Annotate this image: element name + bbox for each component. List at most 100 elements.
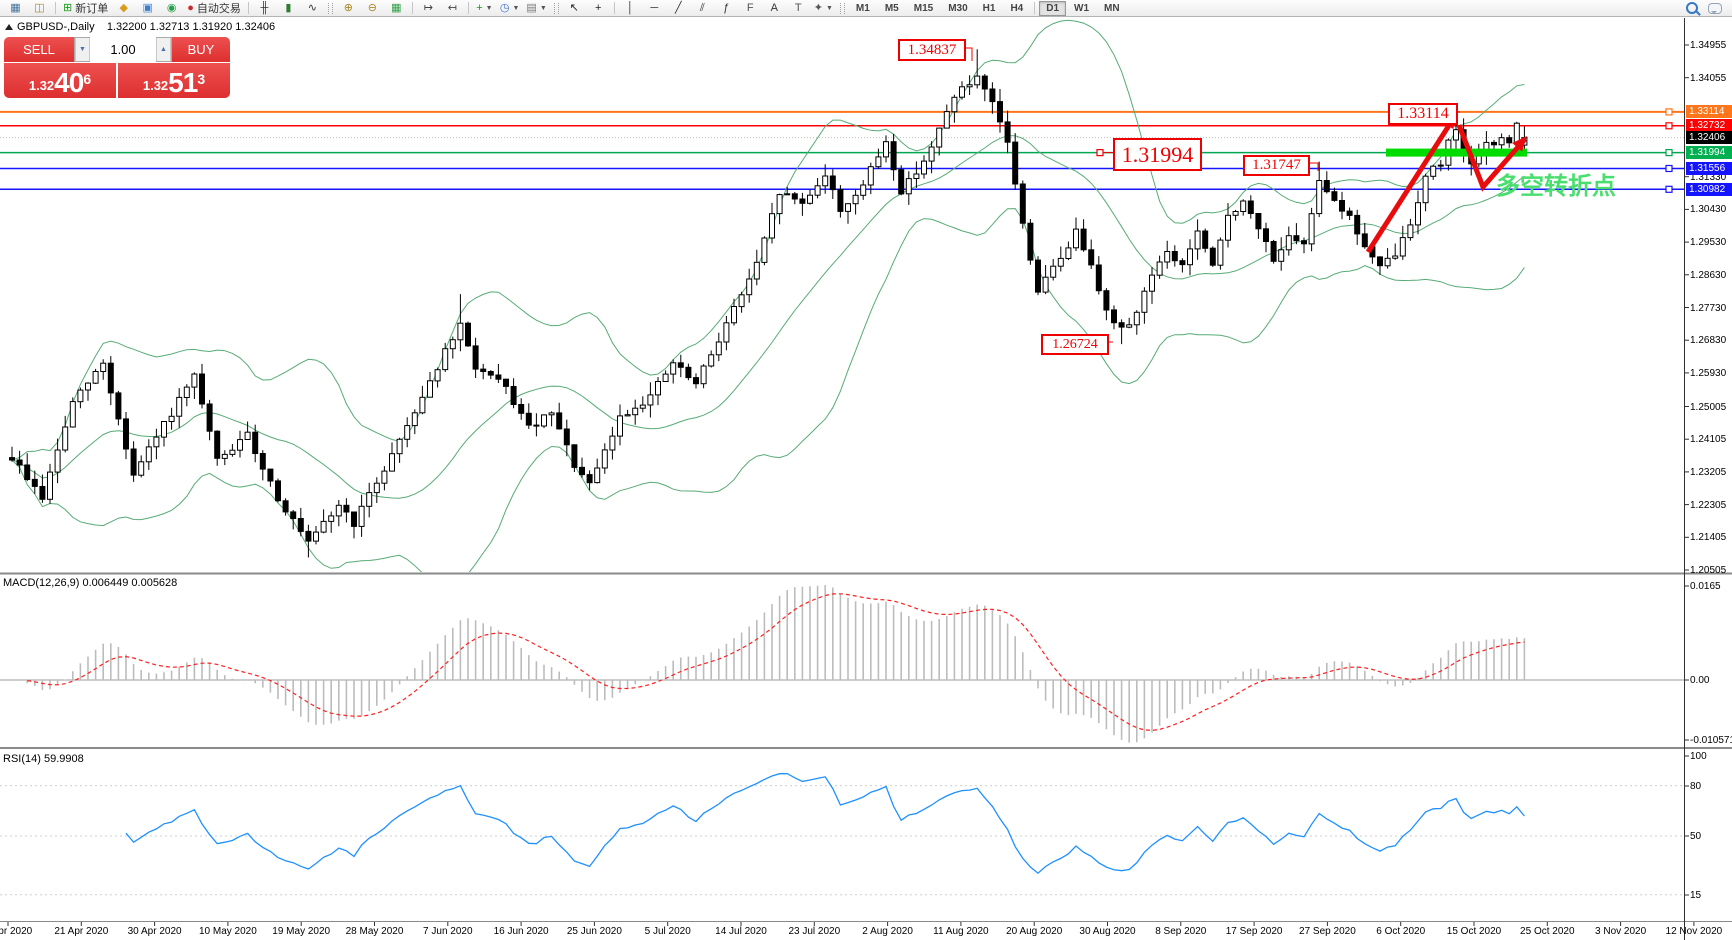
volume-decrease-button[interactable]: ▼ [75, 38, 90, 61]
terminal-icon[interactable]: ▣ [136, 0, 159, 17]
price-tick-label: 1.24105 [1690, 434, 1727, 446]
text-icon[interactable]: A [763, 0, 786, 17]
toolbar-separator [613, 2, 615, 14]
timeframe-m1-button[interactable]: M1 [855, 2, 870, 14]
indicators-icon[interactable]: + ▼ [473, 0, 496, 17]
sell-button[interactable]: SELL [4, 37, 74, 62]
timeframe-mn-button[interactable]: MN [1104, 2, 1120, 14]
periods-dropdown-icon[interactable]: ▼ [512, 4, 520, 12]
date-label: 2 Aug 2020 [862, 926, 913, 937]
sell-price-prefix: 1.32 [28, 78, 55, 93]
toolbar-separator [247, 2, 249, 14]
metaeditor-icon[interactable]: ◆ [112, 0, 135, 17]
indicators-icon: + [476, 1, 483, 14]
price-annotation-label[interactable]: 1.31994 [1113, 138, 1202, 171]
autotrading-label: 自动交易 [196, 3, 241, 15]
volume-input[interactable] [90, 37, 156, 62]
date-label: 21 Apr 2020 [54, 926, 109, 937]
timeframe-h4-button[interactable]: H4 [1010, 2, 1024, 14]
rsi-tick-label: 50 [1690, 831, 1702, 842]
chat-icon[interactable] [1708, 2, 1722, 14]
candlestick-chart-icon[interactable]: ▮ [277, 0, 300, 17]
rsi-tick-label: 100 [1690, 751, 1707, 762]
autotrading-button[interactable]: ● 自动交易 [184, 0, 244, 17]
line-chart-icon[interactable]: ∿ [301, 0, 324, 17]
price-tick-label: 1.25930 [1690, 367, 1727, 379]
price-line-value-box: 1.31994 [1686, 146, 1732, 160]
macd-label: MACD(12,26,9) 0.006449 0.005628 [3, 577, 178, 589]
indicators-dropdown-icon[interactable]: ▼ [485, 4, 493, 12]
date-label: 17 Sep 2020 [1225, 926, 1283, 937]
profiles-icon[interactable]: ◫ [28, 0, 51, 17]
buy-price-sup: 3 [197, 71, 206, 87]
signals-icon[interactable]: ◉ [160, 0, 183, 17]
zoom-out-icon[interactable]: ⊖ [361, 0, 384, 17]
price-annotation-label[interactable]: 1.31747 [1243, 155, 1310, 176]
arrows-icon[interactable]: ✦ ▼ [811, 0, 836, 17]
price-tick-label: 1.27730 [1690, 302, 1727, 314]
sell-price-big: 40 [54, 67, 84, 98]
vertical-line-icon[interactable]: │ [619, 0, 642, 17]
date-label: 12 Nov 2020 [1665, 926, 1723, 937]
buy-button[interactable]: BUY [172, 37, 230, 62]
price-annotation-label[interactable]: 1.34837 [898, 39, 966, 61]
timeframe-d1-button[interactable]: D1 [1039, 0, 1067, 16]
candlesticks [9, 49, 1528, 558]
templates-icon[interactable]: ▤ ▼ [523, 0, 549, 17]
search-icon[interactable] [1686, 2, 1698, 14]
price-annotation-label[interactable]: 1.26724 [1041, 334, 1109, 355]
arrows-dropdown-icon[interactable]: ▼ [825, 4, 833, 12]
cursor-icon: ↖ [569, 1, 579, 14]
price-tick-label: 1.20505 [1690, 565, 1727, 576]
timeframe-m5-button[interactable]: M5 [884, 2, 899, 14]
profiles-icon: ◫ [34, 1, 45, 14]
rsi-tick-label: 80 [1690, 781, 1702, 792]
support-zone-band [1386, 148, 1527, 157]
sell-price-display[interactable]: 1.32 40 6 [4, 63, 116, 98]
bar-chart-icon[interactable]: ╫ [253, 0, 276, 17]
text-label-icon[interactable]: T [787, 0, 810, 17]
crosshair-icon[interactable]: + [587, 0, 610, 17]
date-label: 27 Sep 2020 [1299, 926, 1356, 937]
auto-scroll-icon: ↦ [423, 1, 433, 14]
chart-title-text: GBPUSD-,Daily 1.32200 1.32713 1.31920 1.… [17, 21, 276, 33]
new-order-icon: ⊞ [63, 1, 73, 14]
vertical-line-icon: │ [626, 1, 634, 14]
horizontal-line-icon[interactable]: ─ [643, 0, 666, 17]
timeframe-m30-button[interactable]: M30 [948, 2, 968, 14]
tile-windows-icon[interactable]: ▦ [385, 0, 408, 17]
toolbar-separator [411, 2, 413, 14]
autotrading-icon: ● [187, 1, 194, 14]
tile-windows-icon: ▦ [391, 1, 402, 14]
date-label: 6 Oct 2020 [1376, 926, 1426, 937]
equidistant-channel-icon[interactable]: ⫽ [691, 0, 714, 17]
macd-tick-label: 0.0165 [1690, 581, 1721, 592]
price-annotation-label[interactable]: 1.33114 [1388, 103, 1458, 125]
fibo-expansion-icon[interactable]: F [739, 0, 762, 17]
date-label: 15 Oct 2020 [1446, 926, 1502, 937]
timeframe-w1-button[interactable]: W1 [1074, 2, 1090, 14]
trendline-icon[interactable]: ╱ [667, 0, 690, 17]
timeframe-m15-button[interactable]: M15 [913, 2, 934, 14]
timeframe-h1-button[interactable]: H1 [982, 2, 996, 14]
buy-price-big: 51 [168, 67, 198, 98]
cursor-icon[interactable]: ↖ [563, 0, 586, 17]
arrows-icon: ✦ [813, 1, 823, 14]
periods-icon[interactable]: ◷ ▼ [497, 0, 523, 17]
chart-shift-icon: ↤ [447, 1, 457, 14]
trendline-icon: ╱ [674, 1, 682, 14]
fibonacci-icon[interactable]: ƒ [715, 0, 738, 17]
volume-increase-button[interactable]: ▲ [156, 38, 171, 61]
chart-shift-icon[interactable]: ↤ [441, 0, 464, 17]
new-chart-icon[interactable]: ▦ [4, 0, 27, 17]
turning-point-annotation[interactable]: 多空转折点 [1496, 173, 1616, 200]
auto-scroll-icon[interactable]: ↦ [417, 0, 440, 17]
zoom-in-icon[interactable]: ⊕ [337, 0, 360, 17]
buy-price-display[interactable]: 1.32 51 3 [118, 63, 230, 98]
volume-stepper: ▼ ▲ [74, 37, 172, 62]
new-order-button[interactable]: ⊞ 新订单 [60, 0, 111, 17]
templates-dropdown-icon[interactable]: ▼ [539, 4, 547, 12]
new-chart-icon: ▦ [10, 1, 21, 14]
